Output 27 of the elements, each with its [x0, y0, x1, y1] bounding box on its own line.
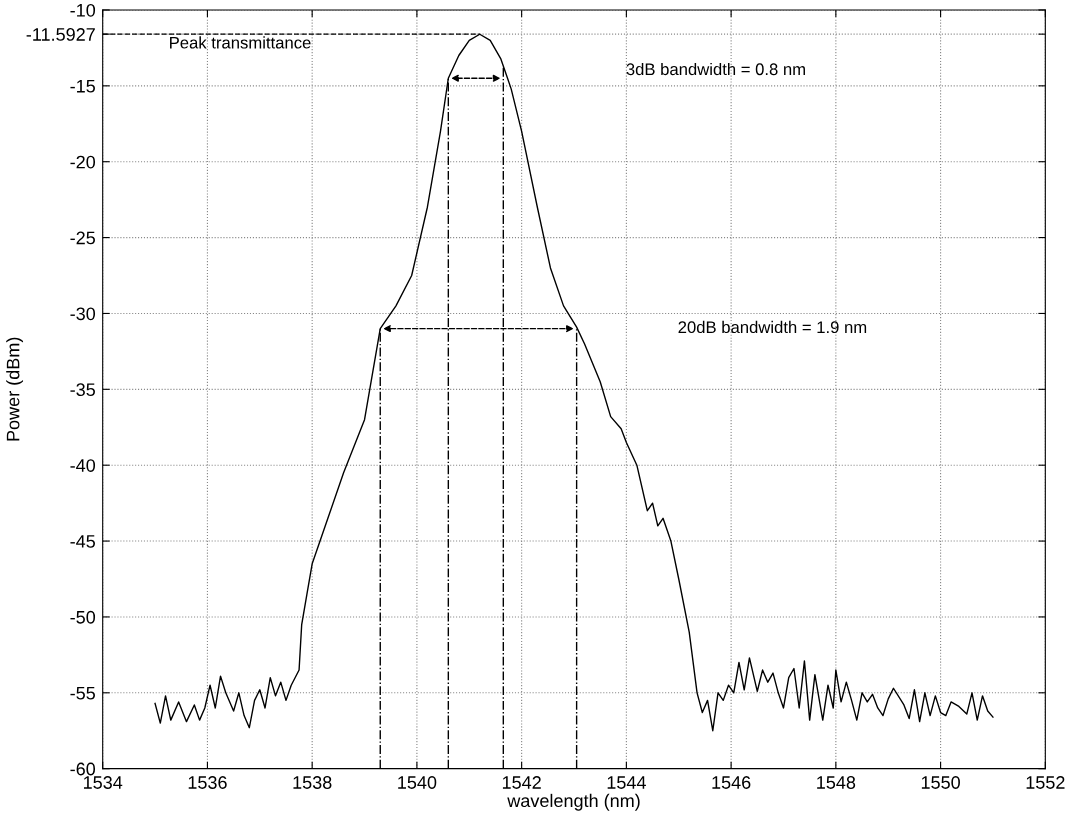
x-tick-label: 1546	[712, 776, 751, 789]
x-tick-label: 1550	[921, 776, 960, 789]
y-tick-label: -11.5927	[26, 28, 95, 41]
x-tick-label: 1534	[83, 776, 123, 789]
y-tick-label: -45	[70, 535, 95, 548]
y-tick-label: -30	[70, 307, 96, 321]
y-tick-label: -10	[70, 3, 96, 17]
y-tick-label: -15	[70, 79, 95, 93]
y-tick-label: -25	[70, 231, 95, 245]
x-tick-label: 1540	[398, 776, 437, 789]
y-tick-label: -35	[70, 383, 95, 397]
x-tick-label: 1542	[502, 776, 541, 789]
x-tick-label: 1536	[188, 776, 227, 789]
y-tick-label: -60	[70, 762, 96, 776]
y-tick-label: -40	[70, 459, 96, 472]
x-tick-label: 1548	[817, 776, 856, 789]
x-tick-label: 1538	[293, 776, 332, 789]
annotation: 3dB bandwidth = 0.8 nm	[626, 62, 805, 76]
annotation: Peak transmittance	[170, 36, 311, 49]
x-axis-title: wavelength (nm)	[507, 793, 640, 811]
y-axis-title: Power (dBm)	[6, 337, 24, 441]
annotation: 20dB bandwidth = 1.9 nm	[678, 320, 867, 334]
x-tick-label: 1552	[1026, 776, 1065, 789]
x-tick-label: 1544	[607, 776, 646, 789]
y-tick-label: -20	[70, 155, 96, 169]
y-tick-label: -50	[70, 610, 96, 624]
y-tick-label: -55	[70, 686, 95, 700]
